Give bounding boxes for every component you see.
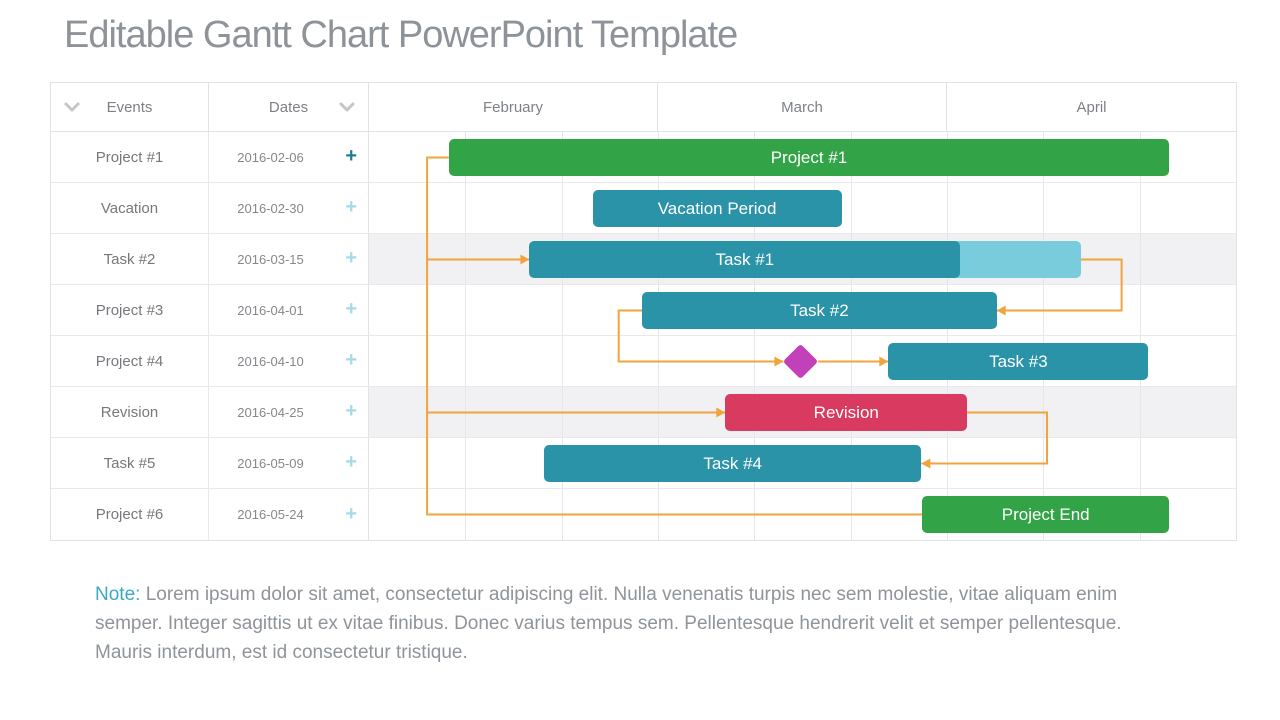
gantt-bar-task-1[interactable]: Task #1 (529, 241, 961, 278)
table-row: Task #5 2016-05-09 + (51, 438, 369, 489)
plus-icon[interactable]: + (345, 400, 357, 422)
table-row: Project #4 2016-04-10 + (51, 336, 369, 387)
event-label: Revision (51, 387, 209, 437)
month-header-group: February March April (369, 83, 1236, 131)
date-cell: 2016-05-24 + (209, 489, 369, 540)
event-label: Project #1 (51, 132, 209, 182)
date-value: 2016-05-24 (237, 507, 304, 522)
gantt-bar-label: Project End (1001, 504, 1090, 524)
table-body: Project #1 2016-02-06 + Vacation 2016-02-30 +… (51, 132, 1236, 540)
table-row: Task #2 2016-03-15 + (51, 234, 369, 285)
date-cell: 2016-04-10 + (209, 336, 369, 386)
gantt-chart-area: Project #1 Vacation Period Task #1 Task #2 T… (369, 132, 1236, 540)
gantt-table: Events Dates February March April Project … (50, 82, 1237, 541)
gridline-horizontal (369, 437, 1236, 438)
date-cell: 2016-02-06 + (209, 132, 369, 182)
dependency-connectors (426, 156, 1123, 516)
plus-icon[interactable]: + (345, 247, 357, 269)
gridline-horizontal (369, 284, 1236, 285)
event-label: Project #6 (51, 489, 209, 540)
date-cell: 2016-05-09 + (209, 438, 369, 488)
note-paragraph: Note: Lorem ipsum dolor sit amet, consec… (95, 580, 1143, 667)
date-cell: 2016-02-30 + (209, 183, 369, 233)
gantt-bar-vacation-period[interactable]: Vacation Period (592, 190, 842, 227)
chevron-down-icon[interactable] (339, 102, 355, 112)
event-label: Project #4 (51, 336, 209, 386)
gantt-bar-label: Task #3 (989, 351, 1048, 371)
gridline-vertical (658, 132, 659, 540)
event-label: Task #5 (51, 438, 209, 488)
note-label: Note: (95, 584, 141, 605)
table-row: Project #1 2016-02-06 + (51, 132, 369, 183)
date-value: 2016-05-09 (237, 455, 304, 471)
gantt-bar-task-3[interactable]: Task #3 (888, 343, 1149, 380)
event-label: Task #2 (51, 234, 209, 284)
gridline-vertical (947, 132, 948, 540)
plus-icon[interactable]: + (345, 298, 357, 320)
date-value: 2016-02-30 (237, 200, 304, 216)
plus-icon[interactable]: + (345, 145, 357, 167)
table-row: Project #3 2016-04-01 + (51, 285, 369, 336)
page-title: Editable Gantt Chart PowerPoint Template (64, 14, 738, 56)
date-value: 2016-04-10 (237, 353, 304, 369)
dates-header-label: Dates (268, 98, 309, 116)
month-header-april: April (1076, 98, 1107, 116)
plus-icon[interactable]: + (345, 502, 357, 525)
gantt-bar-label: Vacation Period (657, 198, 777, 218)
events-header-cell: Events (51, 83, 209, 131)
table-header-row: Events Dates February March April (51, 83, 1236, 132)
date-value: 2016-04-01 (237, 302, 304, 318)
gantt-bar-task-4[interactable]: Task #4 (544, 445, 922, 482)
events-header-label: Events (106, 98, 153, 116)
table-row: Vacation 2016-02-30 + (51, 183, 369, 234)
gridline-vertical (465, 132, 466, 540)
event-label: Project #3 (51, 285, 209, 335)
note-text: Lorem ipsum dolor sit amet, consectetur … (95, 584, 1122, 663)
chevron-down-icon[interactable] (64, 102, 80, 112)
gridline-vertical (1140, 132, 1141, 540)
gridline-horizontal (369, 488, 1236, 489)
plus-icon[interactable]: + (345, 349, 357, 371)
gantt-bar-revision[interactable]: Revision (725, 394, 968, 431)
dates-header-cell: Dates (209, 83, 369, 131)
date-value: 2016-03-15 (237, 251, 304, 267)
event-label: Vacation (51, 183, 209, 233)
gantt-bar-label: Task #2 (790, 300, 849, 320)
gantt-bar-project-end[interactable]: Project End (922, 496, 1170, 533)
date-cell: 2016-03-15 + (209, 234, 369, 284)
gantt-bar-label: Task #1 (715, 249, 775, 269)
gantt-bar-label: Revision (813, 402, 879, 422)
date-value: 2016-04-25 (237, 404, 304, 420)
gridline-horizontal (369, 386, 1236, 387)
date-cell: 2016-04-25 + (209, 387, 369, 437)
gridline-vertical (754, 132, 755, 540)
gridline-vertical (562, 132, 563, 540)
month-header-february: February (369, 83, 658, 131)
gridline-horizontal (369, 233, 1236, 234)
gridline-vertical (851, 132, 852, 540)
gantt-bar-project-1[interactable]: Project #1 (448, 139, 1170, 176)
date-cell: 2016-04-01 + (209, 285, 369, 335)
plus-icon[interactable]: + (345, 196, 357, 218)
gridline-horizontal (369, 182, 1236, 183)
event-date-columns: Project #1 2016-02-06 + Vacation 2016-02-30 +… (51, 132, 369, 540)
month-header-march: March (658, 83, 947, 131)
gridline-vertical (1043, 132, 1044, 540)
gantt-bar-label: Task #4 (703, 453, 762, 473)
plus-icon[interactable]: + (345, 451, 357, 473)
date-value: 2016-02-06 (237, 149, 304, 165)
table-row: Project #6 2016-05-24 + (51, 489, 369, 540)
gantt-bar-task-2[interactable]: Task #2 (642, 292, 997, 329)
gantt-bar-extension[interactable] (956, 241, 1081, 278)
gantt-bar-label: Project #1 (770, 147, 848, 167)
table-row: Revision 2016-04-25 + (51, 387, 369, 438)
gridline-horizontal (369, 335, 1236, 336)
